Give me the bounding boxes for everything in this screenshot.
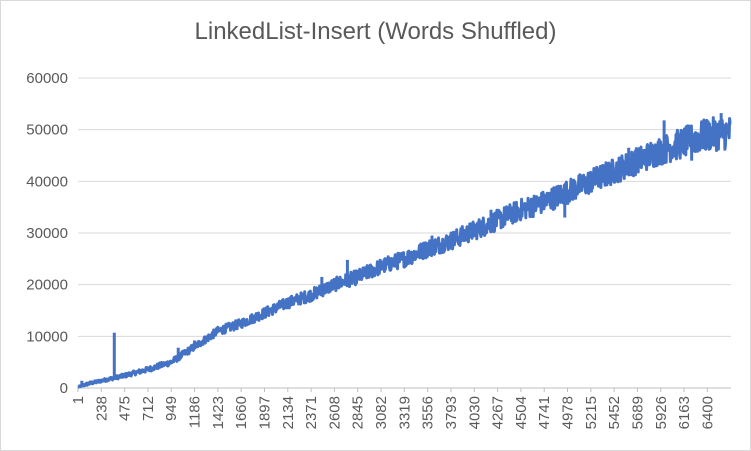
- x-tick-label: 3556: [420, 396, 437, 429]
- chart-title: LinkedList-Insert (Words Shuffled): [194, 18, 557, 45]
- x-tick-label: 712: [140, 396, 157, 421]
- x-tick-label: 1423: [210, 396, 227, 429]
- x-tick-label: 4504: [513, 396, 530, 429]
- x-tick-label: 1660: [233, 396, 250, 429]
- x-tick-label: 5452: [606, 396, 623, 429]
- y-tick-label: 40000: [26, 173, 68, 190]
- x-tick-label: 2608: [326, 396, 343, 429]
- y-tick-label: 30000: [26, 225, 68, 242]
- x-tick-label: 1897: [256, 396, 273, 429]
- y-tick-label: 20000: [26, 277, 68, 294]
- x-tick-label: 4030: [466, 396, 483, 429]
- x-tick-label: 3082: [373, 396, 390, 429]
- x-tick-label: 4267: [490, 396, 507, 429]
- x-tick-label: 2845: [350, 396, 367, 429]
- x-tick-label: 6163: [676, 396, 693, 429]
- x-tick-label: 238: [93, 396, 110, 421]
- x-tick-label: 949: [163, 396, 180, 421]
- x-tick-label: 1186: [187, 396, 204, 428]
- x-tick-label: 2371: [303, 396, 320, 429]
- x-tick-label: 2134: [280, 396, 297, 429]
- y-tick-label: 10000: [26, 328, 68, 345]
- x-tick-label: 5215: [583, 396, 600, 429]
- x-tick-label: 5926: [653, 396, 670, 429]
- y-tick-label: 50000: [26, 122, 68, 139]
- x-tick-label: 1: [70, 396, 87, 404]
- x-tick-label: 475: [117, 396, 134, 421]
- x-tick-label: 5689: [629, 396, 646, 429]
- x-tick-label: 3793: [443, 396, 460, 429]
- y-tick-label: 60000: [26, 70, 68, 87]
- x-tick-label: 6400: [699, 396, 716, 429]
- x-tick-label: 3319: [396, 396, 413, 429]
- x-tick-label: 4741: [536, 396, 553, 429]
- y-tick-label: 0: [60, 380, 68, 397]
- series-line: [77, 116, 732, 389]
- x-tick-label: 4978: [560, 396, 577, 429]
